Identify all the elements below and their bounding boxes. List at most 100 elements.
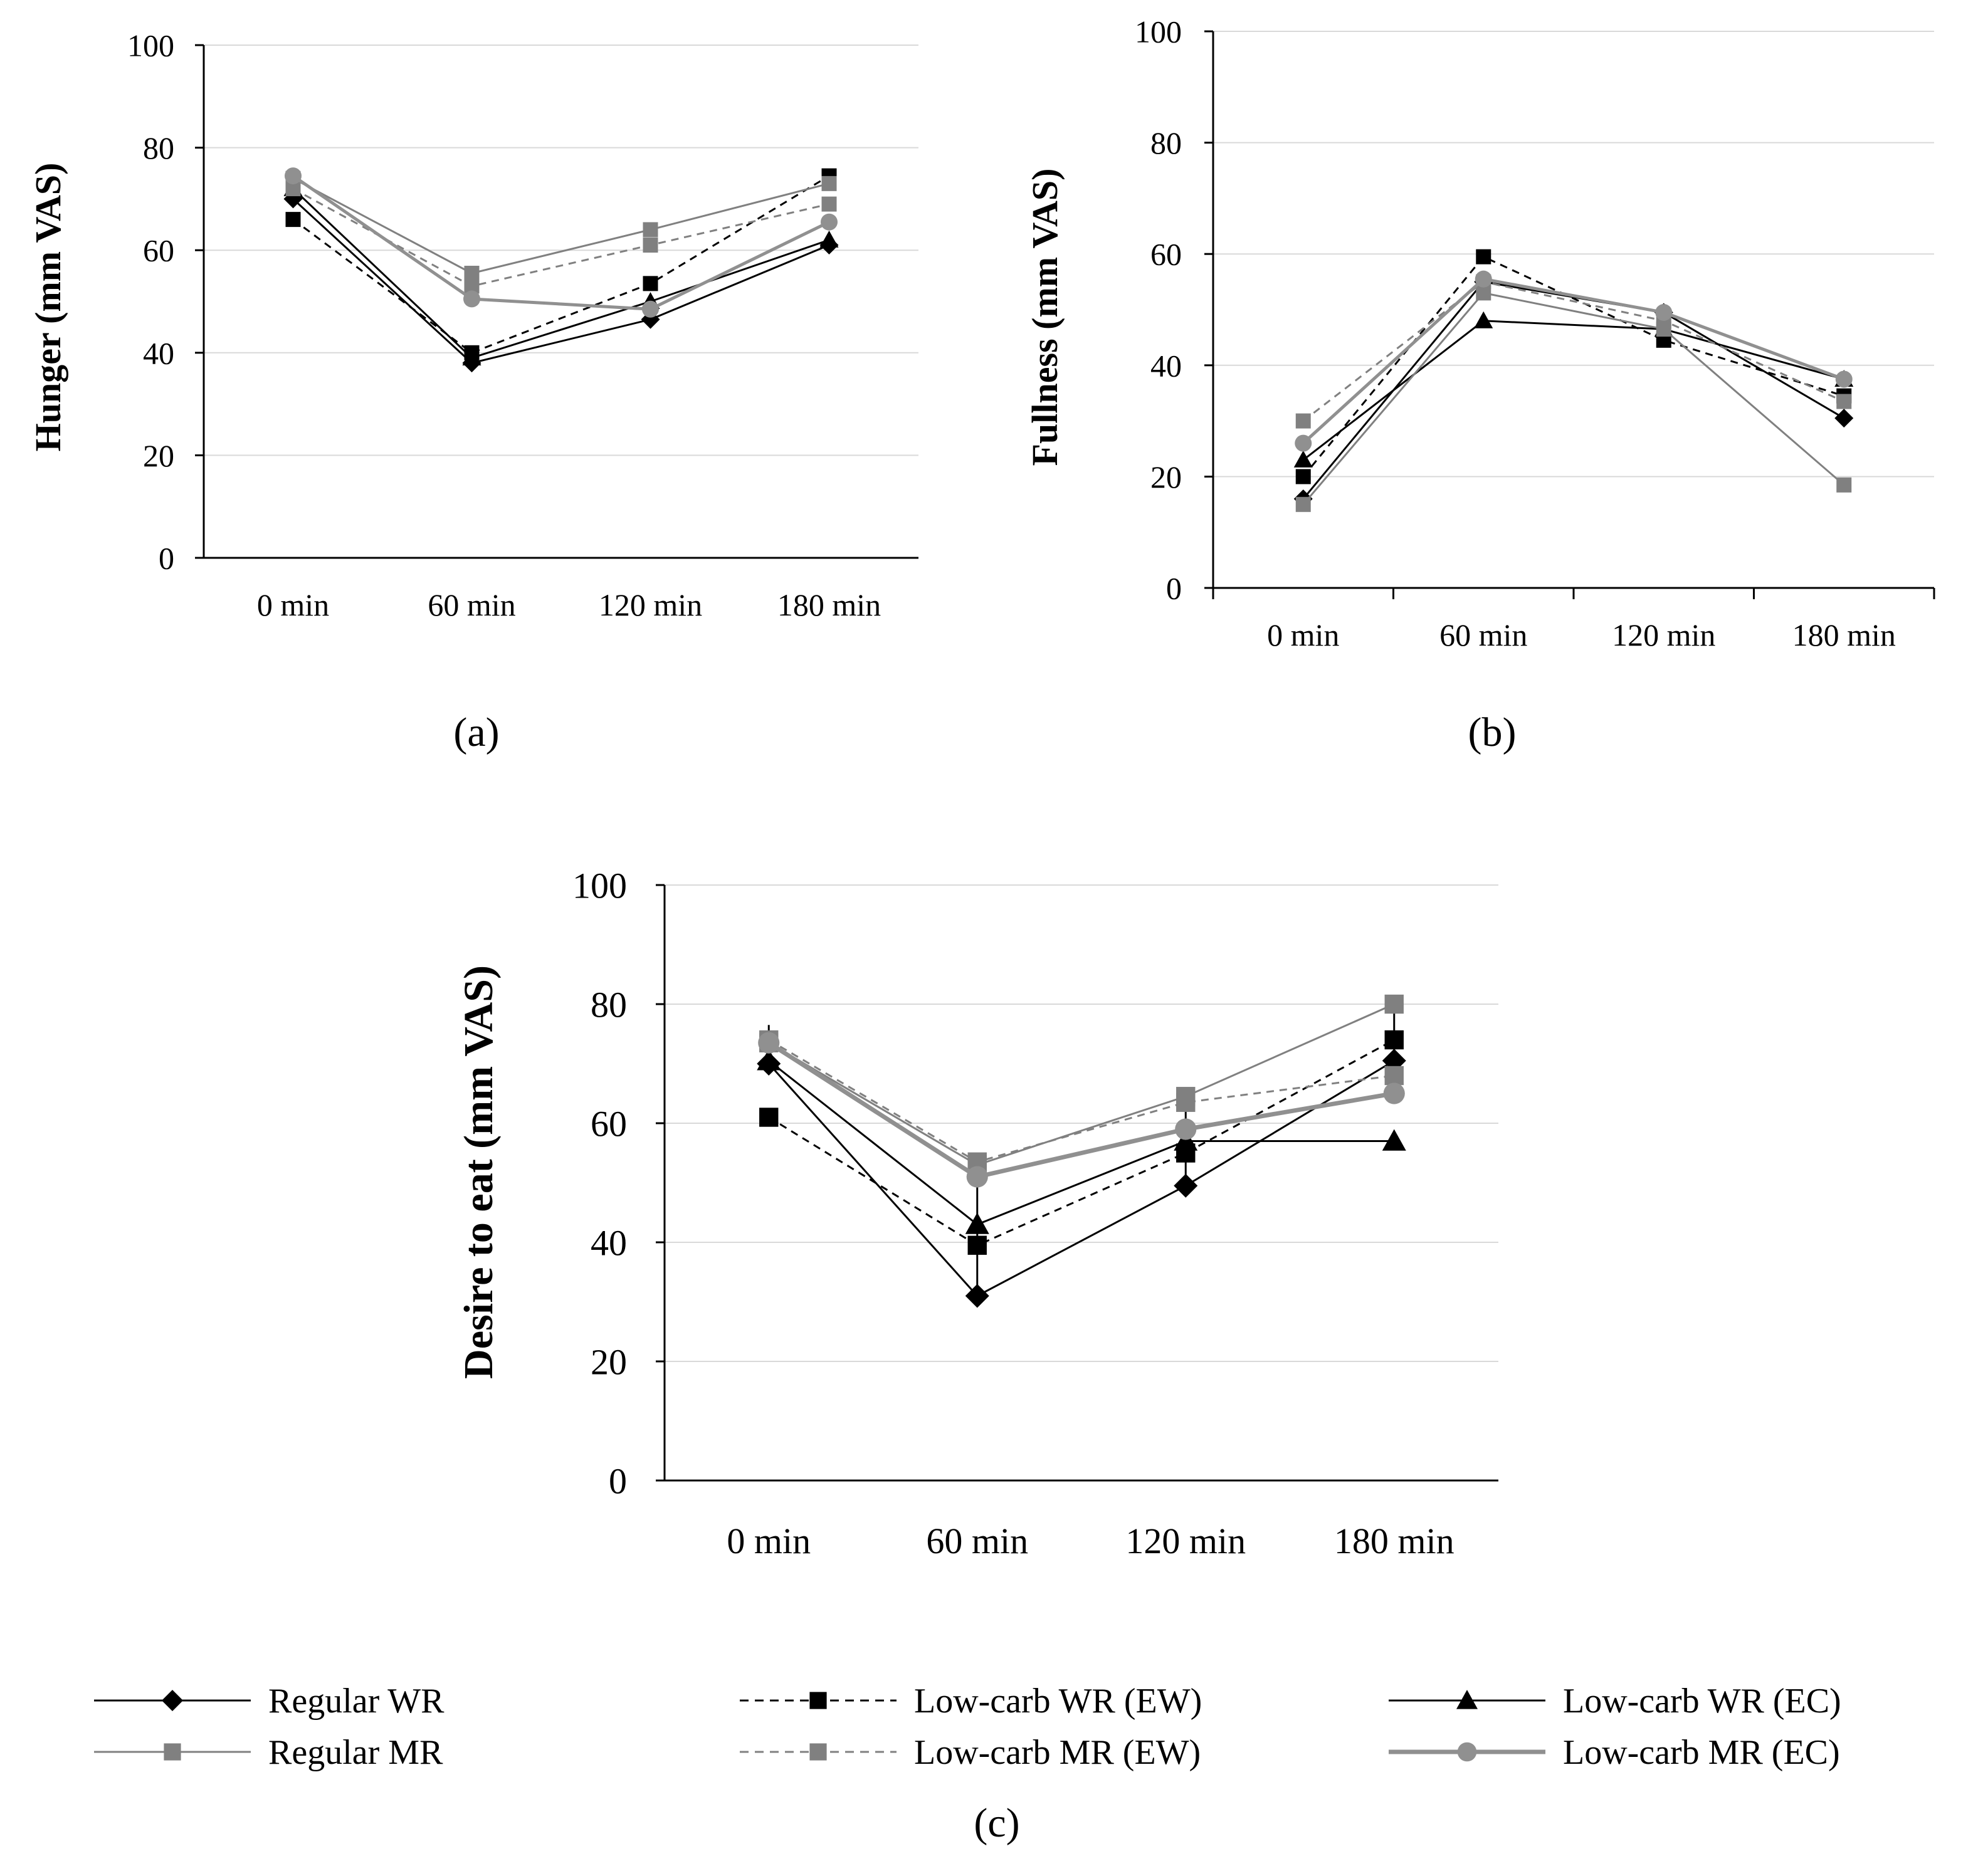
data-point <box>462 348 481 365</box>
series-2 <box>1293 311 1854 468</box>
series-line <box>1302 280 1845 500</box>
legend-marker <box>1456 1690 1478 1709</box>
data-point <box>285 212 301 228</box>
hunger-chart-panel: Hunger (mm VAS) 0 20 40 60 80 100 0 min 60 min 1… <box>28 28 918 755</box>
x-tick-label: 0 min <box>727 1521 811 1561</box>
series-3 <box>1295 285 1852 512</box>
series-line <box>1302 255 1844 478</box>
panel-label-a: (a) <box>453 710 499 755</box>
y-tick-label: 40 <box>143 335 174 370</box>
data-point <box>1475 270 1492 288</box>
y-tick-label: 20 <box>591 1341 627 1382</box>
series-line <box>768 1039 1395 1247</box>
panel-label-b: (b) <box>1468 710 1517 755</box>
data-point <box>965 1212 989 1234</box>
series-line <box>292 174 830 311</box>
data-point <box>1836 394 1852 409</box>
legend: Regular WR Low-carb WR (EW) Low-carb WR (E… <box>94 1682 1841 1772</box>
data-point <box>821 176 837 191</box>
legend-label: Regular WR <box>268 1682 444 1721</box>
legend-label: Regular MR <box>268 1733 443 1772</box>
data-point <box>1836 477 1852 493</box>
desire-plot-area: 0 20 40 60 80 100 0 min 60 min 120 min 180 min <box>572 865 1498 1561</box>
series-line <box>1302 320 1844 461</box>
legend-marker <box>809 1692 827 1709</box>
data-point <box>1384 994 1404 1014</box>
data-point <box>758 1032 780 1054</box>
data-point <box>821 213 838 231</box>
y-tick-label: 20 <box>143 438 174 473</box>
y-tick-label: 0 <box>609 1460 627 1501</box>
fullness-y-axis-title: Fullness (mm VAS) <box>1024 169 1065 466</box>
legend-label: Low-carb MR (EW) <box>914 1733 1201 1772</box>
y-tick-label: 80 <box>591 984 627 1025</box>
series-0 <box>1293 272 1854 508</box>
series-line <box>1302 277 1845 444</box>
y-tick-label: 60 <box>1150 237 1182 272</box>
y-tick-label: 100 <box>572 865 627 906</box>
data-point <box>965 1284 989 1308</box>
data-point <box>285 167 302 185</box>
legend-label: Low-carb MR (EC) <box>1563 1733 1840 1772</box>
data-point <box>966 1166 988 1188</box>
x-tick-label: 180 min <box>777 587 881 622</box>
y-tick-label: 60 <box>143 233 174 268</box>
series-4 <box>285 181 837 294</box>
y-tick-label: 80 <box>143 130 174 165</box>
series-1 <box>759 1030 1404 1255</box>
x-tick-label: 120 min <box>1125 1521 1246 1561</box>
y-tick-label: 0 <box>159 541 174 576</box>
data-point <box>1382 1129 1406 1151</box>
legend-marker <box>1457 1742 1477 1762</box>
data-point <box>642 300 659 318</box>
data-point <box>1384 1030 1404 1050</box>
series-line <box>292 187 829 359</box>
series-line <box>292 177 829 275</box>
data-point <box>1834 409 1854 428</box>
y-tick-label: 60 <box>591 1103 627 1144</box>
data-point <box>643 276 658 291</box>
desire-to-eat-chart-panel: Desire to eat (mm VAS) 0 20 40 60 80 100 0 min… <box>456 865 1498 1561</box>
hunger-y-axis-title: Hunger (mm VAS) <box>28 163 68 452</box>
data-point <box>1176 1093 1196 1112</box>
y-tick-label: 40 <box>591 1222 627 1263</box>
hunger-plot-area: 0 20 40 60 80 100 0 min 60 min 120 min 180 min <box>127 28 918 622</box>
y-tick-label: 100 <box>1135 14 1182 50</box>
x-tick-label: 120 min <box>599 587 702 622</box>
y-tick-label: 40 <box>1150 348 1182 383</box>
series-1 <box>285 168 837 360</box>
x-tick-label: 120 min <box>1612 617 1715 652</box>
data-point <box>1835 370 1853 388</box>
data-point <box>1295 434 1312 452</box>
legend-marker <box>809 1743 827 1761</box>
legend-label: Low-carb WR (EW) <box>914 1682 1202 1721</box>
data-point <box>967 1235 987 1255</box>
legend-marker <box>162 1690 183 1711</box>
x-tick-label: 0 min <box>1267 617 1339 652</box>
panel-label-c: (c) <box>974 1800 1019 1846</box>
data-point <box>1474 311 1493 328</box>
data-point <box>1175 1118 1197 1140</box>
data-point <box>1295 496 1311 512</box>
data-point <box>643 222 658 238</box>
data-point <box>1295 469 1311 485</box>
y-tick-label: 100 <box>127 28 174 63</box>
series-5 <box>758 1032 1405 1188</box>
data-point <box>757 1049 781 1071</box>
series-line <box>768 1060 1394 1226</box>
series-line <box>292 198 830 364</box>
series-line <box>1302 280 1844 422</box>
series-line <box>292 175 830 354</box>
desire-y-axis-title: Desire to eat (mm VAS) <box>456 965 502 1379</box>
series-5 <box>285 167 838 318</box>
x-tick-label: 0 min <box>257 587 329 622</box>
series-5 <box>1295 270 1853 452</box>
data-point <box>1655 303 1673 321</box>
series-3 <box>759 994 1404 1175</box>
data-point <box>1476 249 1491 265</box>
x-tick-label: 60 min <box>428 587 515 622</box>
fullness-plot-area: 0 20 40 60 80 100 0 min 60 min 120 min 180 min <box>1135 14 1935 652</box>
y-tick-label: 0 <box>1166 571 1182 606</box>
data-point <box>1293 450 1313 468</box>
